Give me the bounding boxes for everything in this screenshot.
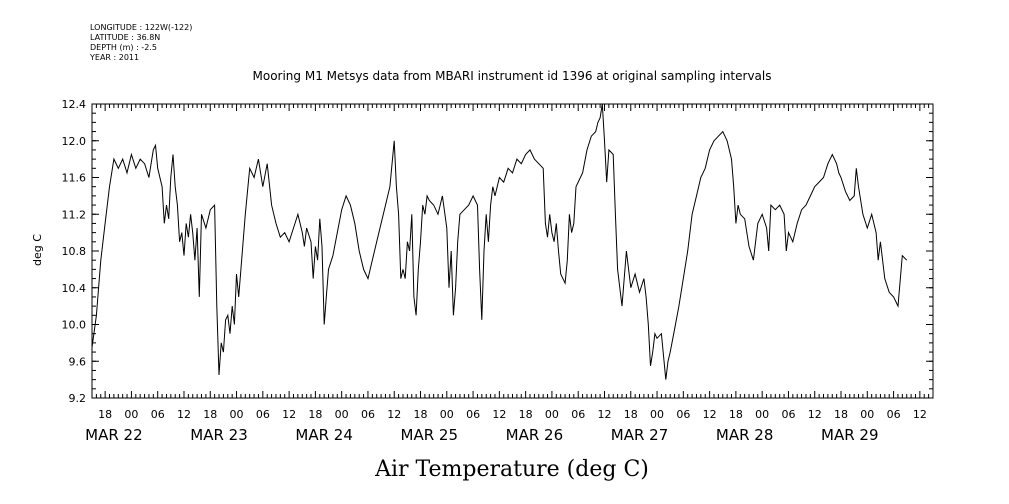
x-day-label: MAR 27 bbox=[611, 426, 668, 444]
y-tick-label: 11.6 bbox=[62, 172, 87, 185]
x-hour-label: 18 bbox=[834, 408, 848, 421]
chart-title: Mooring M1 Metsys data from MBARI instru… bbox=[253, 69, 772, 83]
y-axis-label: deg C bbox=[31, 234, 44, 266]
y-tick-label: 10.8 bbox=[62, 245, 87, 258]
x-hour-label: 06 bbox=[361, 408, 375, 421]
x-hour-label: 12 bbox=[282, 408, 296, 421]
x-hour-label: 06 bbox=[466, 408, 480, 421]
x-hour-label: 00 bbox=[440, 408, 454, 421]
x-hour-label: 18 bbox=[308, 408, 322, 421]
x-hour-label: 00 bbox=[124, 408, 138, 421]
x-hour-label: 00 bbox=[860, 408, 874, 421]
x-hour-label: 18 bbox=[98, 408, 112, 421]
x-day-label: MAR 22 bbox=[85, 426, 142, 444]
x-hour-label: 12 bbox=[913, 408, 927, 421]
x-hour-label: 06 bbox=[151, 408, 165, 421]
x-hour-label: 12 bbox=[177, 408, 191, 421]
x-hour-label: 00 bbox=[650, 408, 664, 421]
x-hour-label: 06 bbox=[571, 408, 585, 421]
temperature-series-line bbox=[91, 103, 908, 380]
y-tick-label: 10.0 bbox=[62, 319, 87, 332]
x-hour-label: 12 bbox=[808, 408, 822, 421]
x-hour-label: 06 bbox=[256, 408, 270, 421]
x-hour-label: 12 bbox=[703, 408, 717, 421]
x-hour-label: 06 bbox=[887, 408, 901, 421]
x-hour-label: 00 bbox=[335, 408, 349, 421]
x-hour-label: 18 bbox=[414, 408, 428, 421]
y-tick-label: 11.2 bbox=[62, 208, 87, 221]
y-tick-label: 9.2 bbox=[69, 392, 87, 405]
y-tick-label: 10.4 bbox=[62, 282, 87, 295]
y-tick-label: 9.6 bbox=[69, 355, 87, 368]
x-day-label: MAR 29 bbox=[821, 426, 878, 444]
x-hour-label: 00 bbox=[230, 408, 244, 421]
x-hour-label: 18 bbox=[203, 408, 217, 421]
x-axis-label: Air Temperature (deg C) bbox=[374, 457, 649, 482]
x-day-label: MAR 28 bbox=[716, 426, 773, 444]
longitude-label: LONGITUDE : 122W(-122) bbox=[90, 23, 192, 32]
y-tick-label: 12.0 bbox=[62, 135, 87, 148]
depth-label: DEPTH (m) : -2.5 bbox=[90, 43, 157, 52]
plot-area: 9.2 9.6 10.0 10.4 10.8 11.2 11.6 12.0 12.4 18 00 06… bbox=[62, 98, 934, 444]
x-hour-label: 12 bbox=[597, 408, 611, 421]
x-day-label: MAR 26 bbox=[506, 426, 563, 444]
x-hour-label: 18 bbox=[624, 408, 638, 421]
year-label: YEAR : 2011 bbox=[89, 53, 139, 62]
x-hour-label: 06 bbox=[781, 408, 795, 421]
x-day-label: MAR 24 bbox=[295, 426, 352, 444]
x-day-label: MAR 23 bbox=[190, 426, 247, 444]
y-tick-label: 12.4 bbox=[62, 98, 87, 111]
x-hour-label: 12 bbox=[387, 408, 401, 421]
latitude-label: LATITUDE : 36.8N bbox=[90, 33, 160, 42]
x-hour-label: 00 bbox=[545, 408, 559, 421]
x-hour-label: 18 bbox=[519, 408, 533, 421]
x-hour-label: 00 bbox=[755, 408, 769, 421]
x-hour-label: 06 bbox=[676, 408, 690, 421]
x-day-label: MAR 25 bbox=[401, 426, 458, 444]
x-hour-label: 12 bbox=[492, 408, 506, 421]
x-hour-label: 18 bbox=[729, 408, 743, 421]
